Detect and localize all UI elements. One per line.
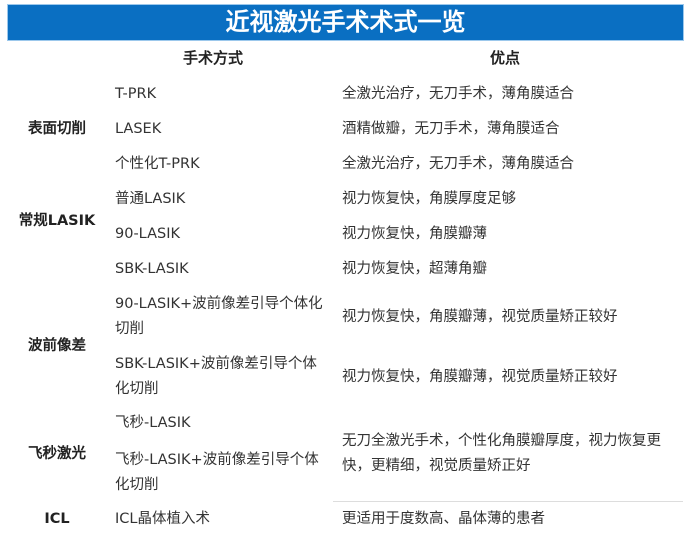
table-title: 近视激光手术术式一览: [8, 5, 683, 40]
advantage-cell: 视力恢复快，角膜厚度足够: [342, 191, 516, 207]
method-cell: 个性化T-PRK: [115, 156, 200, 172]
advantage-cell: 视力恢复快，角膜瓣薄: [342, 226, 487, 242]
category-surface: 表面切削: [28, 121, 86, 137]
advantage-cell: 全激光治疗，无刀手术，薄角膜适合: [342, 86, 574, 102]
method-cell: 90-LASIK+波前像差引导个体化切削: [115, 296, 323, 337]
category-lasik: 常规LASIK: [18, 213, 96, 229]
advantage-cell-femto: 无刀全激光手术，个性化角膜瓣厚度，视力恢复更快，更精细，视觉质量矫正好: [342, 433, 661, 474]
advantage-cell: 视力恢复快，角膜瓣薄，视觉质量矫正较好: [342, 369, 618, 385]
method-cell: 飞秒-LASIK+波前像差引导个体化切削: [115, 452, 319, 493]
advantage-cell: 视力恢复快，超薄角瓣: [342, 261, 487, 277]
method-cell: ICL晶体植入术: [115, 511, 210, 527]
header-method: 手术方式: [183, 49, 244, 67]
method-cell: SBK-LASIK+波前像差引导个体化切削: [115, 356, 317, 397]
row-divider: [333, 501, 683, 502]
category-femto: 飞秒激光: [28, 446, 86, 462]
category-icl: ICL: [44, 511, 70, 527]
method-cell: 普通LASIK: [115, 191, 186, 207]
category-wavefront: 波前像差: [28, 338, 86, 354]
header-advantage: 优点: [490, 49, 521, 67]
advantage-cell: 视力恢复快，角膜瓣薄，视觉质量矫正较好: [342, 309, 618, 325]
advantage-cell: 更适用于度数高、晶体薄的患者: [342, 511, 545, 527]
method-cell: 90-LASIK: [115, 226, 181, 242]
advantage-cell: 酒精做瓣，无刀手术，薄角膜适合: [342, 121, 560, 137]
method-cell: LASEK: [115, 121, 162, 137]
method-cell: 飞秒-LASIK: [115, 415, 191, 431]
method-cell: SBK-LASIK: [115, 261, 189, 277]
advantage-cell: 全激光治疗，无刀手术，薄角膜适合: [342, 156, 574, 172]
method-cell: T-PRK: [115, 86, 157, 102]
